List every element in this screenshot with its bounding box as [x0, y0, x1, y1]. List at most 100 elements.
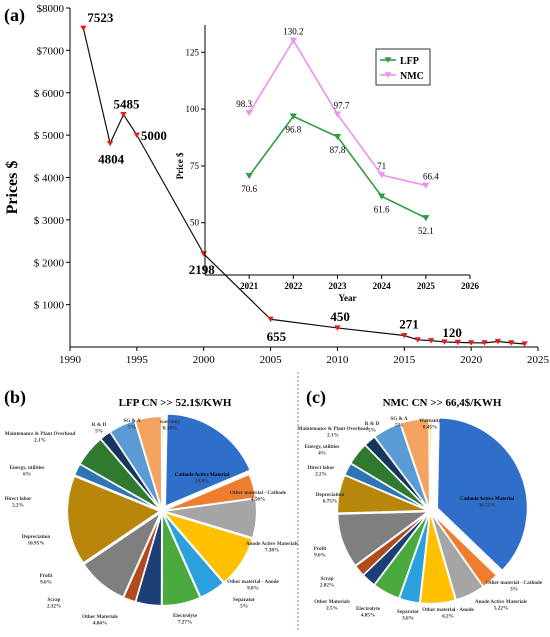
pie-slice-label: Other material - Anode [422, 607, 474, 613]
price-point [427, 338, 435, 344]
pie-slice-label: Anode Active Materials [475, 599, 527, 605]
pie-slice-percent: 36.51% [479, 503, 496, 509]
pie-slice-percent: 0.45% [423, 425, 437, 431]
inset-x-tick-label: 2024 [373, 281, 392, 291]
price-point [80, 25, 87, 32]
pie-slice [354, 512, 429, 576]
pie-slice-percent: 7.38% [265, 548, 279, 554]
price-point [401, 332, 408, 339]
pie-slice-label: Electrolyte [173, 613, 198, 619]
y-tick-label: $ 3000 [34, 215, 65, 227]
price-data-label: 450 [330, 309, 350, 324]
inset-x-tick-label: 2022 [284, 281, 303, 291]
pie-slice [164, 413, 251, 507]
pie-slice-label: Energy, utilities [10, 465, 45, 471]
inset-lfp-label: 70.6 [241, 184, 257, 194]
price-data-label: 2198 [189, 262, 216, 277]
price-point [454, 339, 461, 346]
x-tick-label: 2005 [260, 354, 283, 366]
price-point [494, 338, 502, 345]
legend-lfp-label: LFP [400, 56, 419, 67]
pie-slice-percent: 2.5% [326, 606, 338, 612]
pie-slice-percent: 7.27% [178, 620, 192, 626]
pie-slice-label: Cathode Active Material [460, 496, 515, 502]
pie-slice-label: Separator [233, 597, 256, 603]
pie-slice-percent: 4.56% [251, 497, 265, 503]
pie-title: LFP CN >> 52.1$/KWH [119, 397, 232, 409]
y-tick-label: $ 4000 [34, 173, 65, 185]
pie-slice [336, 474, 428, 514]
panel-a-tag: (a) [4, 5, 25, 26]
pie-slice-percent: 5% [128, 425, 136, 431]
inset-y-tick-label: 75 [190, 161, 200, 171]
pie-slice [122, 513, 162, 603]
inset-nmc-point [245, 110, 253, 117]
pie-slice-label: Cathode Active Material [175, 472, 230, 478]
inset-lfp-label: 87.8 [330, 145, 346, 155]
pie-slice-percent: 0.38% [163, 426, 177, 432]
x-tick-label: 2020 [460, 354, 483, 366]
pie-slice-percent: 5% [368, 428, 376, 434]
pie-slice-label: warranty [160, 419, 181, 425]
pie-slice-label: R & D [365, 421, 380, 427]
price-point [267, 316, 274, 323]
legend-lfp-swatch-marker [384, 57, 392, 64]
inset-legend-box [375, 48, 431, 86]
price-point [106, 140, 114, 147]
pie-slice-label: Separator [397, 609, 420, 615]
pie-slice-percent: 4.85% [361, 613, 375, 619]
panel-a-inset-chart: 50 75 100 125 2021 2022 2023 2024 2025 2026 Year Pr… [175, 25, 480, 303]
inset-nmc-point [378, 172, 386, 179]
pie-slice [436, 417, 528, 572]
pie-slice-label: Energy, utilities [305, 444, 340, 450]
pie-slice-percent: 19.8% [195, 479, 209, 485]
panel-c-nmc-pie: (c) NMC CN >> 66,4$/KWH Cathode Active Mat… [298, 387, 543, 622]
price-point [133, 132, 141, 139]
pie-slice-percent: 2.2% [12, 503, 24, 509]
pie-slice-percent: 6.2% [442, 614, 454, 620]
pie-slice-percent: 5% [240, 604, 248, 610]
legend-nmc-label: NMC [400, 71, 424, 82]
inset-x-tick-label: 2026 [461, 281, 480, 291]
pie-slice [430, 512, 484, 601]
pie-slice-percent: 6% [23, 472, 31, 478]
pie-slice-percent: 2.2% [315, 472, 327, 478]
pie-slice-label: Direct labor [308, 465, 336, 471]
pie-slice [109, 419, 162, 510]
inset-nmc-label: 66.4 [423, 171, 439, 181]
y-tick-label: $ 6000 [34, 88, 65, 100]
pie-slice-label: Anode Active Materials [246, 541, 298, 547]
price-data-label: 120 [442, 325, 462, 340]
pie-slice-label: Depreciation [22, 534, 51, 540]
pie-slice-percent: 2.32% [47, 604, 61, 610]
inset-lfp-point [245, 173, 253, 180]
y-tick-label: $ 1000 [34, 300, 65, 312]
inset-lfp-point [333, 133, 342, 141]
price-point [467, 340, 475, 346]
pie-slice-label: Maintenance & Plant Overhead [5, 431, 76, 437]
panel-a-price-chart: (a) $ 1000 $ 2000 $ 3000 $ 4000 $ 5000 $ 6000 $… [4, 3, 550, 366]
pie-slice [419, 513, 457, 605]
pie-slice [374, 422, 430, 510]
pie-slice-percent: 4.84% [93, 621, 107, 627]
pie-slice [79, 438, 161, 510]
pie-slice-label: Other Materials [82, 614, 118, 620]
pie-slice [164, 498, 258, 539]
x-tick-label: 1995 [126, 354, 149, 366]
inset-lfp-label: 61.6 [374, 204, 390, 214]
y-axis-title: Prices $ [4, 161, 21, 215]
pie-slice-label: Other Materials [314, 599, 350, 605]
pie-slice-label: Scrap [48, 597, 61, 603]
pie-slice-percent: 5% [395, 423, 403, 429]
panel-b-tag: (b) [4, 387, 26, 408]
pie-slice-percent: 9.6% [314, 553, 326, 559]
price-point [120, 112, 127, 118]
panel-c-tag: (c) [306, 387, 326, 408]
x-tick-label: 2025 [527, 354, 550, 366]
pie-slice-label: Direct labor [5, 496, 33, 502]
pie-slice-label: Electrolyte [356, 606, 381, 612]
pie-slice [428, 417, 433, 509]
pie-slice-label: Depreciation [316, 492, 345, 498]
inset-lfp-point [289, 113, 297, 120]
pie-slice [337, 511, 430, 567]
